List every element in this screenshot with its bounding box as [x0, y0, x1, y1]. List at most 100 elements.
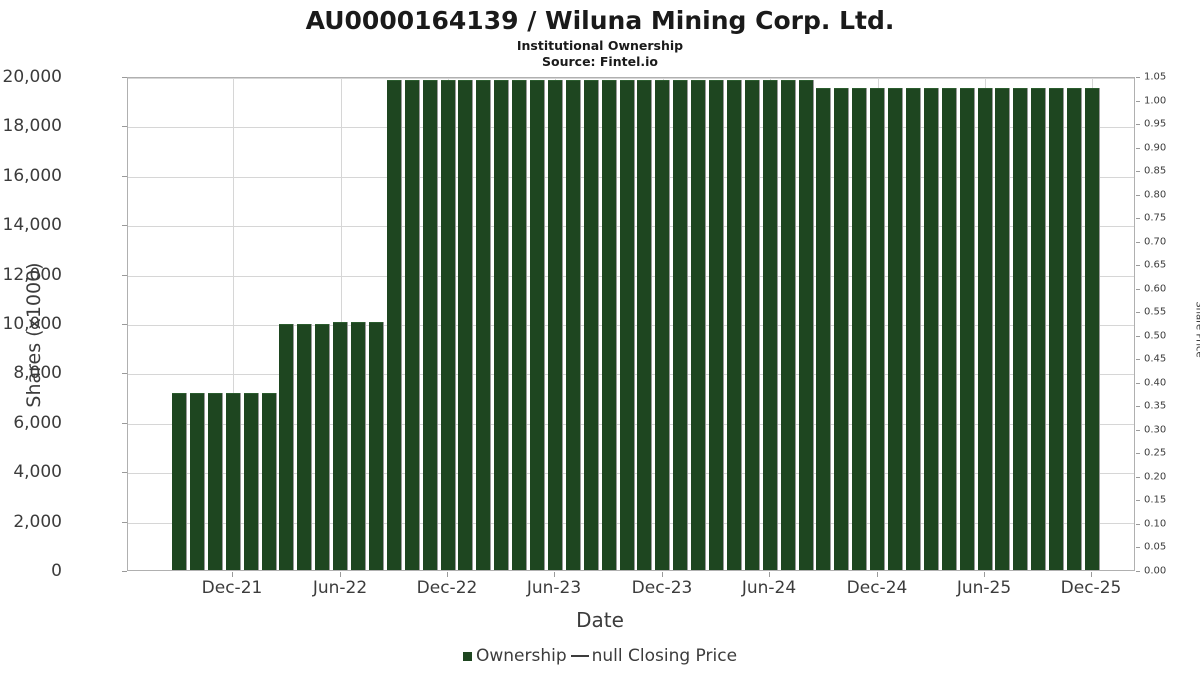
- legend-item-closing-price[interactable]: null Closing Price: [570, 646, 737, 666]
- y-tick-mark-right: [1136, 289, 1140, 290]
- plot-area: [127, 77, 1135, 571]
- bar[interactable]: [691, 80, 707, 570]
- bar[interactable]: [762, 80, 778, 570]
- y-tick-label-left: 12,000: [2, 264, 62, 285]
- gridline-vertical: [233, 78, 234, 570]
- bar[interactable]: [905, 87, 921, 570]
- y-tick-label-right: 0.45: [1144, 353, 1167, 365]
- bar[interactable]: [243, 392, 259, 570]
- x-tick-mark: [984, 572, 985, 577]
- y-tick-label-right: 0.40: [1144, 377, 1167, 389]
- bar[interactable]: [225, 392, 241, 570]
- gridline-horizontal: [128, 78, 1134, 79]
- bar[interactable]: [995, 87, 1011, 570]
- y-tick-mark-right: [1136, 148, 1140, 149]
- bar[interactable]: [386, 80, 402, 570]
- bar[interactable]: [1084, 87, 1100, 570]
- x-tick-label: Dec-22: [416, 578, 478, 598]
- y-tick-mark-left: [122, 77, 127, 78]
- bar[interactable]: [476, 80, 492, 570]
- bar[interactable]: [422, 80, 438, 570]
- bar[interactable]: [512, 80, 528, 570]
- bar[interactable]: [834, 87, 850, 570]
- x-tick-label: Dec-21: [201, 578, 263, 598]
- bar[interactable]: [852, 87, 868, 570]
- y-tick-mark-right: [1136, 571, 1140, 572]
- bar[interactable]: [530, 80, 545, 570]
- y-tick-label-right: 0.25: [1144, 447, 1167, 459]
- bar[interactable]: [404, 80, 420, 570]
- y-tick-label-right: 0.65: [1144, 259, 1167, 271]
- y-tick-mark-left: [122, 176, 127, 177]
- x-tick-mark: [554, 572, 555, 577]
- bar[interactable]: [1049, 87, 1065, 570]
- x-tick-mark: [662, 572, 663, 577]
- bar[interactable]: [959, 87, 975, 570]
- title-block: AU0000164139 / Wiluna Mining Corp. Ltd. …: [0, 0, 1200, 70]
- bar[interactable]: [172, 393, 187, 570]
- bar[interactable]: [888, 87, 903, 570]
- y-tick-label-right: 0.05: [1144, 541, 1167, 553]
- bar[interactable]: [619, 80, 635, 570]
- bar[interactable]: [565, 80, 581, 570]
- y-axis-left-title: Shares (x1000): [23, 262, 45, 408]
- bar[interactable]: [333, 321, 349, 570]
- y-tick-mark-left: [122, 571, 127, 572]
- y-tick-label-right: 0.80: [1144, 189, 1167, 201]
- x-tick-label: Jun-24: [741, 578, 797, 598]
- bar[interactable]: [673, 80, 689, 570]
- y-tick-label-left: 8,000: [13, 363, 62, 384]
- bar[interactable]: [368, 321, 384, 570]
- bar[interactable]: [816, 87, 832, 570]
- y-tick-mark-right: [1136, 265, 1140, 266]
- bar[interactable]: [941, 87, 957, 570]
- bar[interactable]: [315, 324, 331, 570]
- bar[interactable]: [655, 80, 671, 570]
- y-tick-label-right: 0.60: [1144, 283, 1167, 295]
- bar[interactable]: [351, 321, 366, 570]
- bar[interactable]: [780, 80, 796, 570]
- x-axis-title: Date: [576, 608, 624, 632]
- bar[interactable]: [494, 80, 510, 570]
- x-tick-mark: [232, 572, 233, 577]
- bar[interactable]: [1031, 87, 1047, 570]
- bar[interactable]: [583, 80, 599, 570]
- bar[interactable]: [440, 80, 456, 570]
- bar[interactable]: [261, 392, 277, 570]
- x-tick-mark: [447, 572, 448, 577]
- bar[interactable]: [1013, 87, 1029, 570]
- y-tick-label-right: 0.85: [1144, 165, 1167, 177]
- x-tick-label: Jun-23: [526, 578, 582, 598]
- bar[interactable]: [601, 80, 617, 570]
- bar[interactable]: [637, 80, 653, 570]
- bar[interactable]: [458, 80, 474, 570]
- bar[interactable]: [923, 87, 939, 570]
- x-tick-label: Dec-23: [631, 578, 693, 598]
- y-tick-label-right: 0.55: [1144, 306, 1167, 318]
- bar[interactable]: [1067, 87, 1082, 570]
- y-tick-label-right: 1.00: [1144, 95, 1167, 107]
- y-tick-label-left: 2,000: [13, 511, 62, 532]
- bar[interactable]: [870, 87, 886, 570]
- y-tick-mark-left: [122, 225, 127, 226]
- y-tick-mark-left: [122, 522, 127, 523]
- bar[interactable]: [297, 324, 313, 570]
- y-tick-label-left: 0: [51, 561, 62, 581]
- legend-item-ownership[interactable]: Ownership: [462, 646, 567, 666]
- bar[interactable]: [977, 87, 993, 570]
- y-tick-label-left: 4,000: [13, 462, 62, 483]
- bar[interactable]: [189, 393, 205, 570]
- bar[interactable]: [744, 80, 760, 570]
- bar[interactable]: [547, 80, 563, 570]
- x-tick-mark: [769, 572, 770, 577]
- y-tick-label-right: 0.75: [1144, 212, 1167, 224]
- y-tick-mark-right: [1136, 195, 1140, 196]
- chart-legend: Ownership null Closing Price: [0, 646, 1200, 666]
- bar[interactable]: [798, 80, 814, 570]
- bar[interactable]: [709, 80, 724, 570]
- bar[interactable]: [726, 80, 742, 570]
- bar[interactable]: [207, 393, 223, 570]
- y-tick-mark-left: [122, 472, 127, 473]
- bar[interactable]: [279, 324, 295, 570]
